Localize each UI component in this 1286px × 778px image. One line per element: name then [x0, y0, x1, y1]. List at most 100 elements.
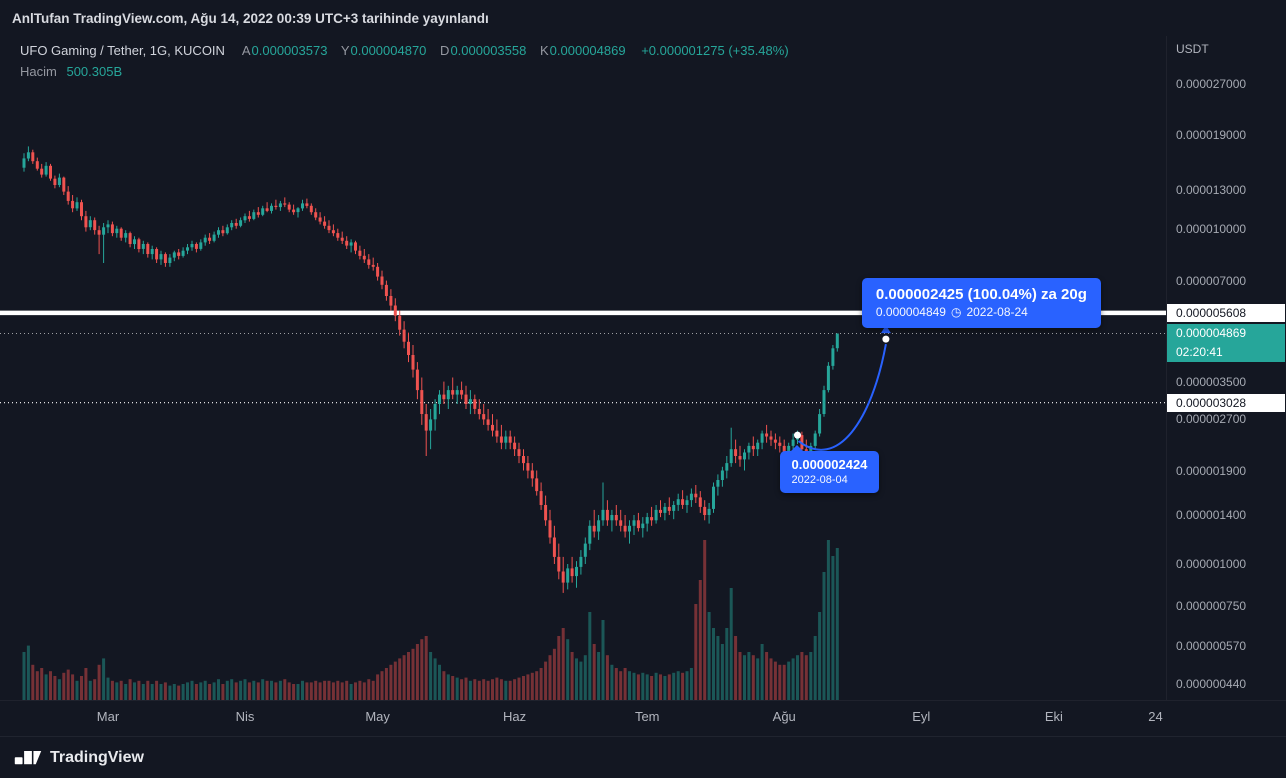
candle-body: [610, 515, 614, 521]
candle-body: [217, 230, 220, 235]
candle-body: [729, 449, 733, 464]
price-tick: 0.000001400: [1176, 508, 1247, 522]
volume-bar: [552, 648, 556, 700]
volume-bar: [446, 674, 450, 700]
volume-bar: [486, 680, 490, 700]
volume-bar: [800, 652, 804, 700]
anchor-point-callout[interactable]: 0.000002424 2022-08-04: [779, 445, 880, 494]
candle-body: [477, 409, 481, 415]
candle-body: [513, 442, 517, 450]
volume-bar: [548, 655, 552, 700]
volume-bar: [782, 664, 786, 700]
volume-bar: [124, 684, 128, 700]
candle-body: [641, 523, 645, 529]
symbol-title[interactable]: UFO Gaming / Tether, 1G, KUCOIN: [20, 43, 225, 58]
volume-bar: [309, 682, 313, 700]
price-axis[interactable]: USDT 0.000027000 0.000019000 0.000013000 0.…: [1166, 36, 1286, 700]
projection-headline: 0.000002425 (100.04%) za 20g: [875, 286, 1087, 304]
candle-body: [751, 445, 755, 450]
volume-bar: [247, 682, 251, 700]
chart-header: UFO Gaming / Tether, 1G, KUCOIN A0.00000…: [20, 40, 789, 82]
candle-body: [769, 436, 773, 440]
projection-callout[interactable]: 0.000002425 (100.04%) za 20g 0.000004849…: [861, 278, 1101, 329]
volume-bar: [71, 674, 75, 700]
anchor-price: 0.000002424: [791, 457, 868, 473]
volume-bar: [265, 680, 269, 700]
volume-bar: [442, 671, 446, 700]
candle-body: [583, 543, 587, 557]
volume-bar: [270, 680, 273, 700]
candle-body: [813, 433, 817, 446]
volume-bar: [172, 684, 176, 700]
candle-body: [150, 249, 154, 255]
volume-bar: [769, 658, 773, 700]
volume-bar: [358, 680, 362, 700]
volume-bar: [667, 674, 671, 700]
candle-body: [420, 390, 424, 414]
volume-bar: [384, 668, 388, 700]
volume-bar: [323, 680, 327, 700]
volume-bar: [804, 655, 808, 700]
candle-body: [464, 394, 468, 404]
volume-bar: [610, 664, 614, 700]
candle-body: [588, 525, 592, 544]
candle-body: [181, 250, 185, 256]
volume-bar: [703, 540, 707, 700]
volume-bar: [716, 636, 720, 700]
time-label: Haz: [503, 709, 527, 724]
candle-body: [155, 249, 159, 260]
projection-price: 0.000004849: [875, 305, 946, 320]
candle-body: [725, 463, 729, 471]
candle-body: [544, 505, 548, 521]
currency-label: USDT: [1176, 42, 1209, 56]
volume-bar: [40, 668, 44, 700]
volume-bar: [208, 684, 212, 700]
candle-body: [141, 244, 145, 249]
volume-bar: [393, 661, 397, 700]
volume-bar: [632, 672, 636, 700]
volume-bar: [756, 658, 760, 700]
volume-bar: [190, 680, 194, 700]
candle-body: [376, 266, 380, 277]
volume-bar: [278, 680, 282, 700]
tradingview-logo-icon[interactable]: [14, 746, 42, 770]
candle-body: [88, 220, 92, 228]
volume-bar: [729, 588, 733, 700]
candle-body: [468, 399, 472, 404]
candle-body: [535, 478, 539, 492]
open-value: A0.000003573: [241, 43, 328, 58]
trend-annotation-layer[interactable]: [794, 325, 891, 451]
price-tick: 0.000001900: [1176, 463, 1247, 478]
volume-bar: [535, 671, 539, 700]
volume-bar: [482, 679, 486, 700]
candle-body: [124, 233, 128, 238]
volume-bar: [773, 661, 777, 700]
tradingview-brand[interactable]: TradingView: [50, 748, 144, 766]
volume-bar: [641, 672, 645, 700]
volume-bar: [689, 668, 693, 700]
candle-body: [712, 486, 715, 509]
candle-body: [230, 223, 234, 228]
trend-arrow-curve[interactable]: [797, 343, 887, 451]
volume-bar: [119, 680, 123, 700]
volume-bar: [495, 677, 499, 700]
volume-bar: [530, 672, 534, 700]
volume-bar: [146, 680, 150, 700]
candle-body: [261, 208, 265, 215]
price-tick: 0.000000570: [1176, 638, 1247, 653]
candle-body: [234, 223, 238, 226]
price-change: +0.000001275 (+35.48%): [641, 43, 789, 58]
volume-bar: [163, 682, 167, 700]
volume-bar: [212, 682, 216, 700]
volume-bar: [734, 636, 738, 700]
candle-body: [168, 257, 172, 263]
candle-body: [314, 212, 318, 218]
time-axis[interactable]: Mar Nis May Haz Tem Ağu Eyl Eki 24: [0, 700, 1286, 736]
volume-bar: [738, 652, 742, 700]
candle-body: [128, 233, 132, 244]
candle-body: [146, 244, 150, 254]
arrowhead-icon: [880, 325, 891, 334]
candle-body: [614, 515, 618, 521]
volume-bar: [575, 658, 578, 700]
